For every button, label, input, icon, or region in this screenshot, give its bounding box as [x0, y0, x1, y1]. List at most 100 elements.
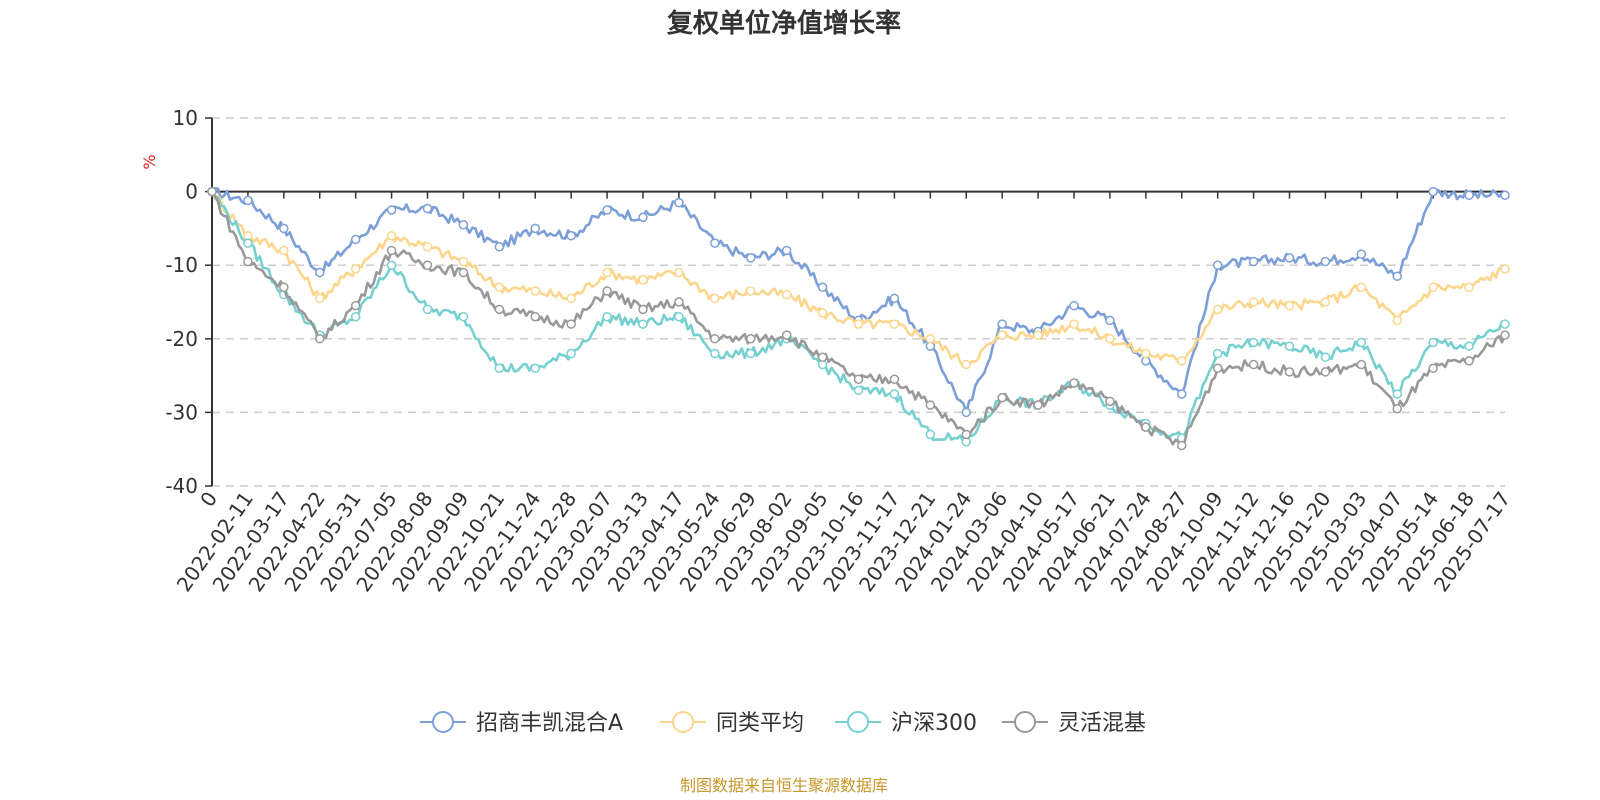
series-line — [210, 191, 1506, 368]
series-point — [1500, 264, 1510, 274]
series-point — [710, 348, 720, 359]
series-point — [853, 319, 864, 329]
series-point — [243, 238, 253, 248]
series-point — [746, 286, 756, 296]
series-point — [315, 334, 325, 344]
series-point — [422, 260, 433, 270]
series-point — [1464, 282, 1474, 293]
y-tick-label: -30 — [165, 400, 198, 424]
y-tick-labels: 10 0 -10 -20 -30 -40 — [165, 106, 198, 498]
series-point — [279, 282, 289, 293]
legend[interactable]: 招商丰凯混合A 同类平均 沪深300 灵活混基 — [420, 711, 1146, 736]
series-point — [1248, 359, 1259, 370]
series-point — [1356, 359, 1367, 370]
series-point — [1320, 297, 1331, 307]
series-point — [1320, 352, 1331, 362]
series-point — [494, 304, 505, 315]
series-point — [1320, 256, 1331, 267]
series-point — [1033, 330, 1043, 340]
series-point — [1428, 363, 1438, 373]
series-point — [1428, 282, 1438, 293]
legend-marker-icon — [672, 711, 694, 733]
series-point — [458, 311, 469, 322]
series-point — [746, 334, 756, 344]
legend-marker-icon — [432, 711, 454, 733]
series-point — [494, 242, 505, 252]
series-point — [494, 363, 505, 373]
series-point — [1105, 334, 1115, 344]
series-point — [781, 289, 792, 300]
series-lines — [207, 186, 1510, 451]
series-point — [566, 348, 576, 359]
series-point — [1464, 341, 1474, 351]
series-point — [1105, 315, 1115, 326]
series-point — [566, 319, 576, 329]
series-point — [853, 385, 864, 396]
series-point — [458, 256, 469, 267]
series-point — [1392, 389, 1402, 399]
series-point — [1428, 186, 1438, 197]
series-point — [315, 293, 325, 304]
series-point — [602, 267, 612, 278]
series-point — [1464, 356, 1474, 366]
series-point — [1177, 356, 1187, 366]
series-point — [817, 282, 828, 293]
series-point — [1392, 315, 1402, 326]
series-point — [1033, 400, 1043, 410]
series-point — [602, 205, 612, 215]
series-point — [458, 267, 469, 278]
series-point — [422, 203, 433, 214]
series-point — [889, 293, 900, 304]
series-point — [961, 429, 971, 440]
series-point — [566, 293, 576, 304]
series-point — [1141, 348, 1151, 359]
series-point — [710, 334, 720, 344]
series-point — [566, 231, 576, 241]
series-point — [458, 219, 469, 230]
series-point — [1356, 249, 1367, 259]
series-point — [1284, 253, 1295, 263]
series-point — [674, 311, 684, 322]
series-point — [1069, 300, 1079, 311]
legend-label: 灵活混基 — [1058, 711, 1146, 736]
x-tick-labels: 02022-02-112022-03-172022-04-222022-05-3… — [172, 487, 1515, 596]
series-point — [1284, 341, 1295, 351]
series-point — [638, 212, 648, 223]
series-point — [710, 238, 720, 248]
series-point — [1212, 363, 1223, 373]
series-point — [1356, 282, 1367, 293]
series-point — [1069, 319, 1079, 329]
series-point — [494, 282, 505, 293]
series-point — [602, 311, 612, 322]
series-point — [386, 205, 397, 215]
series-point — [817, 308, 828, 318]
series-point — [1212, 260, 1223, 270]
series-point — [781, 330, 792, 340]
legend-label: 同类平均 — [716, 711, 804, 736]
series-point — [350, 300, 361, 311]
series-point — [638, 275, 648, 285]
series-point — [997, 319, 1007, 329]
series-point — [207, 186, 217, 197]
series-point — [422, 304, 433, 315]
series-point — [674, 297, 684, 307]
series-point — [1212, 348, 1223, 359]
legend-label: 招商丰凯混合A — [476, 711, 623, 736]
series-point — [1248, 337, 1259, 348]
series-point — [853, 374, 864, 385]
series-point — [1428, 337, 1438, 348]
series-point — [1500, 330, 1510, 340]
series-point — [638, 319, 648, 329]
series-point — [997, 330, 1007, 340]
series-point — [1320, 367, 1331, 377]
y-axis-unit-label: % — [140, 154, 159, 169]
series-point — [889, 389, 900, 399]
series-point — [1177, 440, 1187, 451]
x-tick-label: 0 — [195, 487, 222, 511]
series-point — [1356, 337, 1367, 348]
series-point — [386, 245, 397, 256]
series-point — [781, 245, 792, 256]
series-point — [243, 195, 253, 206]
series-point — [315, 267, 325, 278]
